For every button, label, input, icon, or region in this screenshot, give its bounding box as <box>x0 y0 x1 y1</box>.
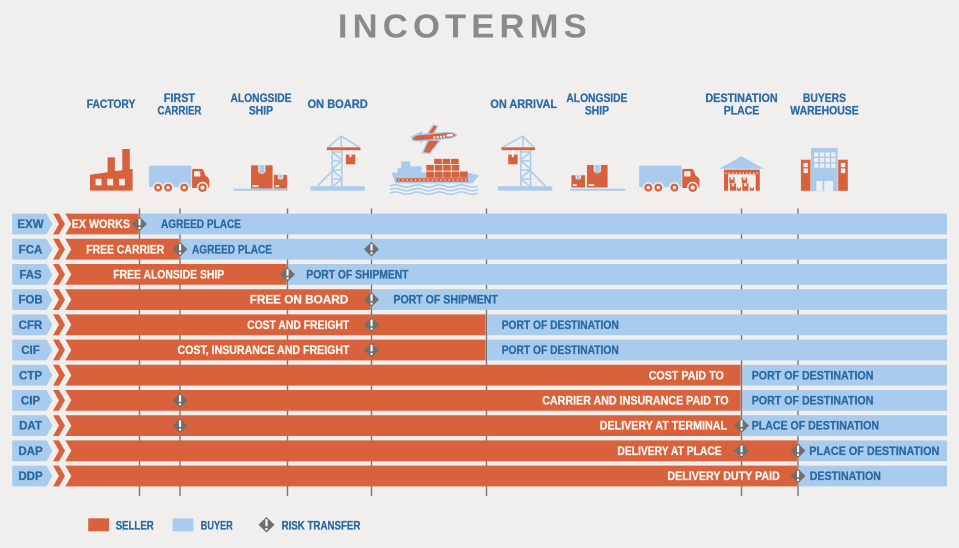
svg-text:DDP: DDP <box>18 471 43 483</box>
svg-text:FIRST: FIRST <box>164 92 196 105</box>
svg-text:EX WORKS: EX WORKS <box>72 217 130 231</box>
svg-text:CTP: CTP <box>19 370 42 382</box>
svg-text:PORT OF DESTINATION: PORT OF DESTINATION <box>752 368 874 382</box>
svg-text:PORT OF DESTINATION: PORT OF DESTINATION <box>502 318 619 332</box>
svg-text:RISK TRANSFER: RISK TRANSFER <box>282 519 361 532</box>
svg-text:FAS: FAS <box>19 270 42 282</box>
svg-text:WAREHOUSE: WAREHOUSE <box>790 104 859 117</box>
svg-text:CIP: CIP <box>21 396 41 408</box>
svg-text:COST, INSURANCE AND FREIGHT: COST, INSURANCE AND FREIGHT <box>178 343 351 357</box>
svg-text:DESTINATION: DESTINATION <box>810 469 881 483</box>
svg-text:ALONGSIDE: ALONGSIDE <box>566 92 627 105</box>
svg-text:BUYERS: BUYERS <box>803 92 846 105</box>
svg-text:FREE CARRIER: FREE CARRIER <box>86 242 164 256</box>
svg-text:ALONGSIDE: ALONGSIDE <box>231 92 292 105</box>
svg-text:DAT: DAT <box>19 421 42 433</box>
svg-text:PORT OF SHIPMENT: PORT OF SHIPMENT <box>306 268 409 282</box>
svg-text:PORT OF DESTINATION: PORT OF DESTINATION <box>752 394 874 408</box>
svg-text:SELLER: SELLER <box>116 519 155 532</box>
svg-text:FACTORY: FACTORY <box>87 98 136 111</box>
svg-text:INCOTERMS: INCOTERMS <box>338 8 592 45</box>
svg-text:CARRIER AND INSURANCE PAID TO: CARRIER AND INSURANCE PAID TO <box>542 394 728 408</box>
svg-text:SHIP: SHIP <box>249 104 273 117</box>
svg-text:CIF: CIF <box>21 345 40 357</box>
svg-text:PORT OF SHIPMENT: PORT OF SHIPMENT <box>393 293 498 307</box>
svg-text:SHIP: SHIP <box>585 104 609 117</box>
svg-text:DELIVERY AT PLACE: DELIVERY AT PLACE <box>617 444 721 458</box>
svg-text:CARRIER: CARRIER <box>158 104 202 117</box>
svg-text:ON ARRIVAL: ON ARRIVAL <box>490 98 557 111</box>
svg-text:FCA: FCA <box>19 244 43 256</box>
svg-text:FOB: FOB <box>18 295 42 307</box>
svg-text:DAP: DAP <box>18 446 43 458</box>
svg-text:DELIVERY AT TERMINAL: DELIVERY AT TERMINAL <box>600 419 727 433</box>
svg-text:PLACE OF DESTINATION: PLACE OF DESTINATION <box>752 419 879 433</box>
svg-text:AGREED PLACE: AGREED PLACE <box>192 242 272 256</box>
svg-text:DESTINATION: DESTINATION <box>705 92 777 105</box>
svg-text:PLACE OF DESTINATION: PLACE OF DESTINATION <box>809 444 939 458</box>
svg-text:PLACE: PLACE <box>724 104 760 117</box>
svg-text:DELIVERY DUTY PAID: DELIVERY DUTY PAID <box>667 469 780 483</box>
svg-text:COST AND FREIGHT: COST AND FREIGHT <box>247 318 350 332</box>
svg-text:AGREED PLACE: AGREED PLACE <box>161 217 241 231</box>
svg-text:EXW: EXW <box>17 219 43 231</box>
svg-text:COST PAID TO: COST PAID TO <box>649 368 724 382</box>
svg-text:BUYER: BUYER <box>201 519 233 532</box>
svg-text:ON BOARD: ON BOARD <box>308 98 368 111</box>
svg-text:CFR: CFR <box>19 320 43 332</box>
svg-text:PORT OF DESTINATION: PORT OF DESTINATION <box>502 343 619 357</box>
svg-text:FREE ALONSIDE SHIP: FREE ALONSIDE SHIP <box>113 268 224 282</box>
svg-text:FREE ON BOARD: FREE ON BOARD <box>250 293 349 307</box>
